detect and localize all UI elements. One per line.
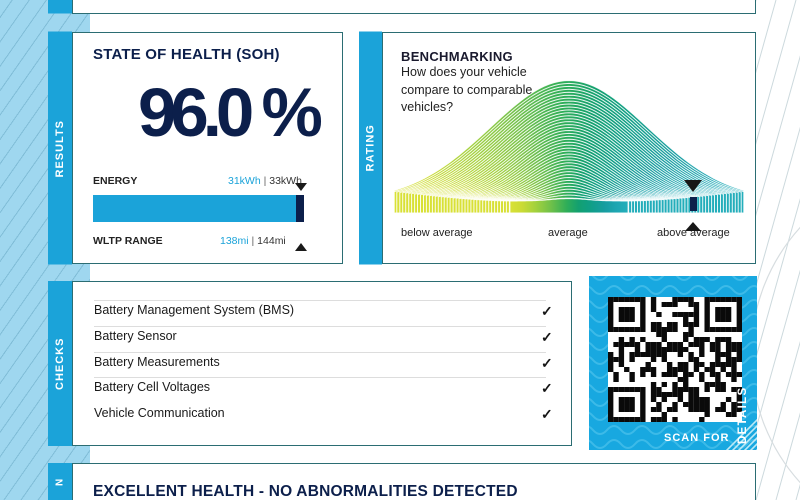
svg-text:SCAN FOR: SCAN FOR [664, 432, 729, 444]
svg-text:DETAILS: DETAILS [737, 387, 749, 444]
